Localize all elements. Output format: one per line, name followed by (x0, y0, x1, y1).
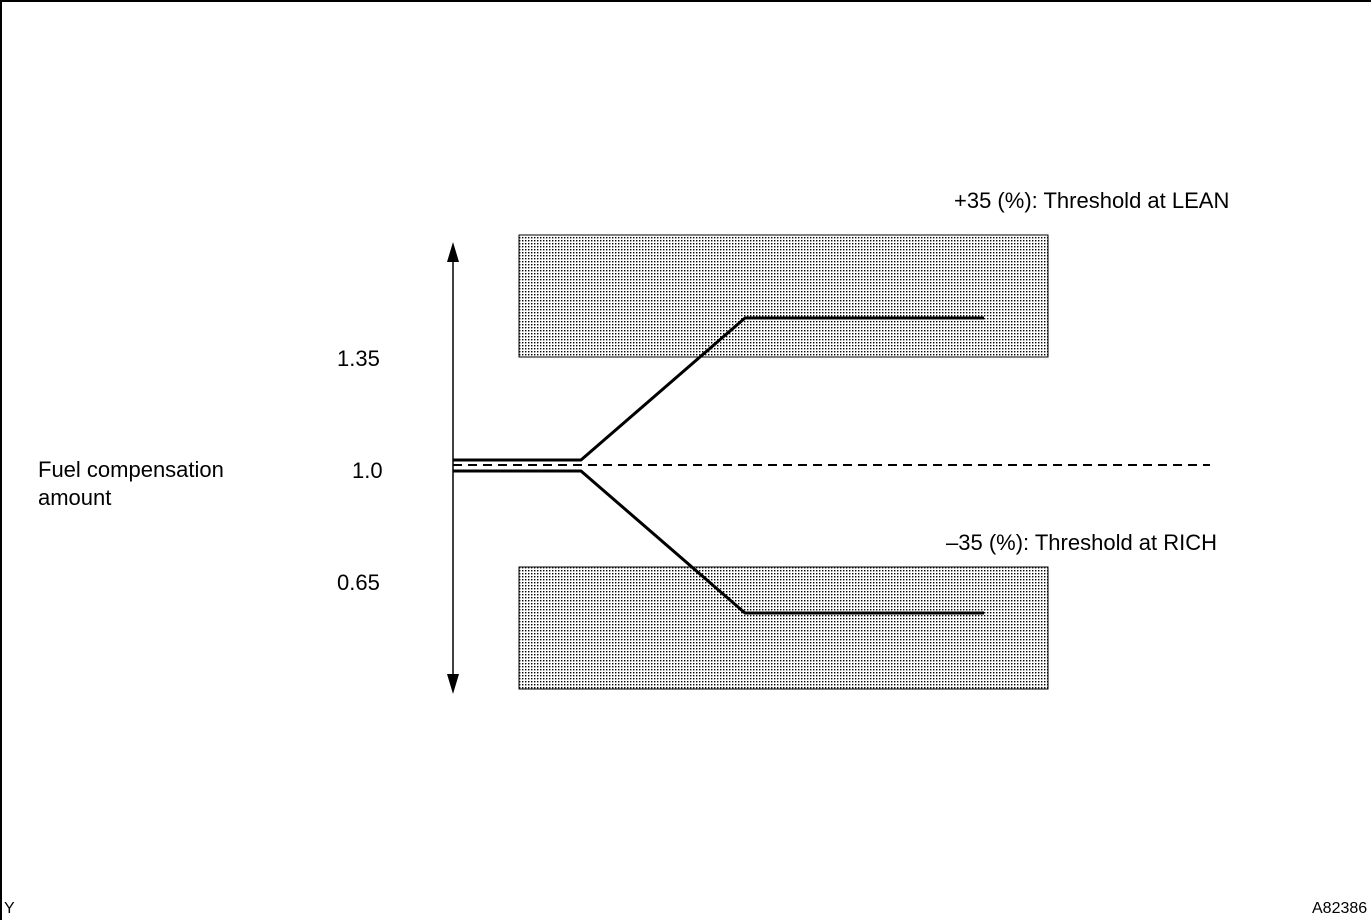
corner-mark-left: Y (4, 900, 15, 917)
tick-label-center: 1.0 (352, 458, 383, 483)
lean-compensation-line (453, 316, 984, 462)
rich-threshold-zone (518, 566, 1049, 690)
tick-label-upper: 1.35 (337, 346, 380, 371)
rich-threshold-label: –35 (%): Threshold at RICH (946, 530, 1218, 555)
lean-threshold-label: +35 (%): Threshold at LEAN (954, 188, 1230, 213)
lean-threshold-zone (518, 234, 1049, 358)
tick-label-lower: 0.65 (337, 570, 380, 595)
figure-id-label: A82386 (1312, 900, 1368, 917)
y-axis-arrow-up (447, 242, 459, 262)
y-axis-label-line2: amount (38, 485, 112, 510)
y-axis-arrow-down (447, 674, 459, 694)
rich-compensation-line (453, 469, 984, 615)
y-axis-label-line1: Fuel compensation (38, 457, 224, 482)
